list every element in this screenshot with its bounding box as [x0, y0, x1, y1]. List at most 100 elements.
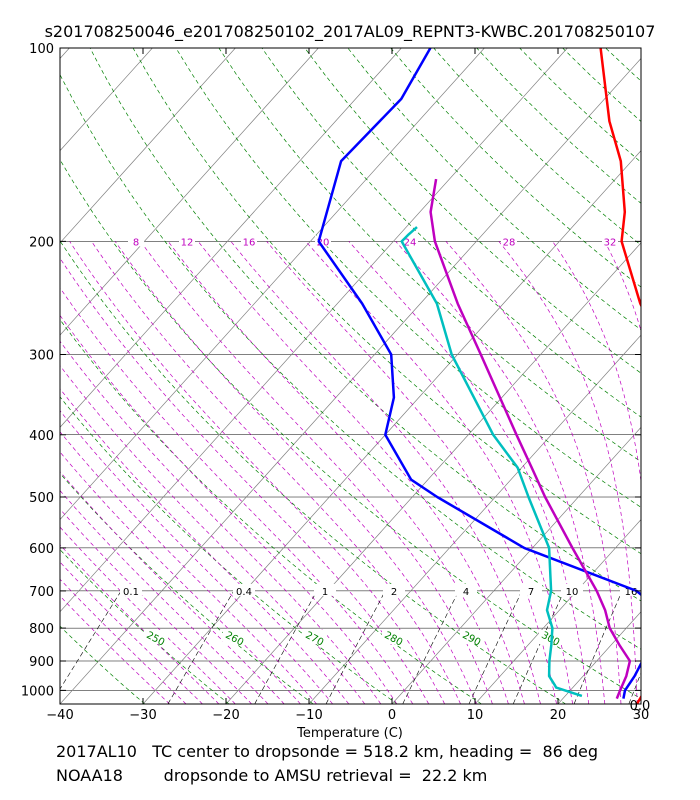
moist-adiabat	[91, 241, 461, 704]
sounding-line-cyan	[400, 226, 583, 698]
mixing-ratio-label: 0.4	[236, 587, 252, 598]
mixing-ratio-label: 4	[463, 587, 469, 598]
mixing-ratio-label-bg	[314, 583, 336, 596]
sounding-line-blue	[317, 48, 641, 699]
isotherm-line	[60, 48, 70, 59]
moist-adiabat	[60, 561, 203, 704]
moist-adiabat-label-bg	[128, 235, 144, 247]
y-tick-label: 100	[29, 42, 54, 57]
x-tick-label: −30	[129, 708, 156, 723]
dry-adiabat	[60, 702, 61, 704]
moist-adiabat	[60, 257, 430, 704]
x-tick-label: −40	[46, 708, 73, 723]
mixing-ratio-label-bg	[520, 583, 542, 596]
dry-adiabat	[132, 48, 641, 555]
isotherm-line	[60, 48, 319, 336]
moist-adiabat-label-bg	[501, 235, 517, 247]
dry-adiabat-label-bg	[382, 630, 406, 644]
y-tick-label: 900	[29, 655, 54, 670]
moist-adiabat-label-bg	[241, 235, 257, 247]
mixing-ratio-label-bg	[455, 583, 477, 596]
dry-adiabat-label-bg	[460, 630, 484, 644]
dry-adiabat	[60, 158, 641, 700]
mixing-ratio-label-bg	[383, 583, 405, 596]
sounding-line-red	[599, 48, 641, 704]
mixing-ratio-label: 10	[566, 587, 579, 598]
mixing-ratio-line	[628, 672, 641, 704]
mixing-ratio-line	[60, 590, 122, 690]
moist-adiabat-label-bg	[315, 235, 331, 247]
x-tick-label: 0	[388, 708, 396, 723]
dry-adiabat	[60, 549, 230, 704]
mixing-ratio-line	[512, 590, 565, 704]
caption-retrieval-distance: NOAA18 dropsonde to AMSU retrieval = 22.…	[56, 766, 488, 785]
moist-adiabat-label: 24	[404, 237, 417, 248]
mixing-ratio-label: 16	[625, 587, 638, 598]
y-tick-label: 700	[29, 585, 54, 600]
moist-adiabat-label-bg	[179, 235, 195, 247]
dry-adiabat	[60, 74, 641, 650]
y-tick-label: 500	[29, 491, 54, 506]
moist-adiabat	[60, 340, 382, 704]
dry-adiabat	[692, 48, 700, 704]
moist-adiabat	[60, 490, 269, 704]
moist-adiabat-label-bg	[602, 235, 618, 247]
mixing-ratio-label: 7	[528, 587, 534, 598]
mixing-ratio-label: 1	[322, 587, 328, 598]
x-axis-label: Temperature (C)	[296, 726, 403, 741]
moist-adiabat	[114, 241, 477, 704]
x-tick-label: −20	[212, 708, 239, 723]
moist-adiabat	[445, 241, 622, 704]
isotherm-line	[60, 48, 153, 152]
dry-adiabat-label-bg	[223, 630, 247, 644]
isotherm-line	[60, 48, 236, 244]
isotherm-line	[391, 426, 641, 704]
x-tick-label: 10	[467, 708, 484, 723]
moist-adiabat-label: 16	[243, 237, 256, 248]
moist-adiabat	[197, 241, 525, 704]
dry-adiabat	[605, 48, 641, 82]
isotherm-line	[60, 48, 402, 428]
sounding-line-magenta	[429, 178, 632, 700]
dry-adiabat-label-bg	[303, 630, 327, 644]
isotherm-line	[640, 703, 641, 704]
y-tick-label: 800	[29, 622, 54, 637]
moist-adiabat	[60, 544, 220, 704]
dry-adiabat	[60, 625, 146, 704]
moist-adiabat	[60, 388, 350, 704]
dry-adiabat	[519, 48, 641, 163]
caption-storm-distance: 2017AL10 TC center to dropsonde = 518.2 …	[56, 742, 599, 761]
mixing-ratio-line	[325, 590, 386, 704]
moist-adiabat-label-bg	[402, 235, 418, 247]
chart-title: s201708250046_e201708250102_2017AL09_REP…	[45, 22, 656, 42]
mixing-ratio-label: 2	[391, 587, 397, 598]
mixing-ratio-line	[254, 590, 318, 704]
mixing-ratio-label-bg	[120, 583, 142, 596]
mixing-ratio-line	[167, 590, 235, 704]
mixing-ratio-label: 0.1	[123, 587, 139, 598]
x-tick-label: 20	[550, 708, 567, 723]
moist-adiabat	[69, 241, 446, 704]
dry-adiabat	[60, 472, 314, 704]
moist-adiabat	[60, 410, 333, 704]
moist-adiabat-label: 28	[503, 237, 516, 248]
dry-adiabat	[60, 396, 398, 704]
dry-adiabat	[60, 319, 482, 704]
moist-adiabat	[305, 241, 573, 704]
x-tick-label: −10	[295, 708, 322, 723]
y-tick-label: 300	[29, 348, 54, 363]
dry-adiabat	[433, 48, 641, 246]
y-tick-label: 200	[29, 235, 54, 250]
isotherm-line	[60, 48, 568, 613]
moist-adiabat-label: 8	[133, 237, 139, 248]
moist-adiabat	[60, 595, 170, 704]
mixing-ratio-line	[468, 590, 523, 704]
plot-frame	[59, 47, 642, 705]
moist-adiabat	[552, 241, 641, 484]
dry-adiabat	[60, 240, 566, 704]
moist-adiabat	[60, 287, 414, 704]
moist-adiabat	[60, 365, 366, 704]
isotherm-line	[557, 611, 641, 704]
moist-adiabat	[140, 241, 493, 704]
